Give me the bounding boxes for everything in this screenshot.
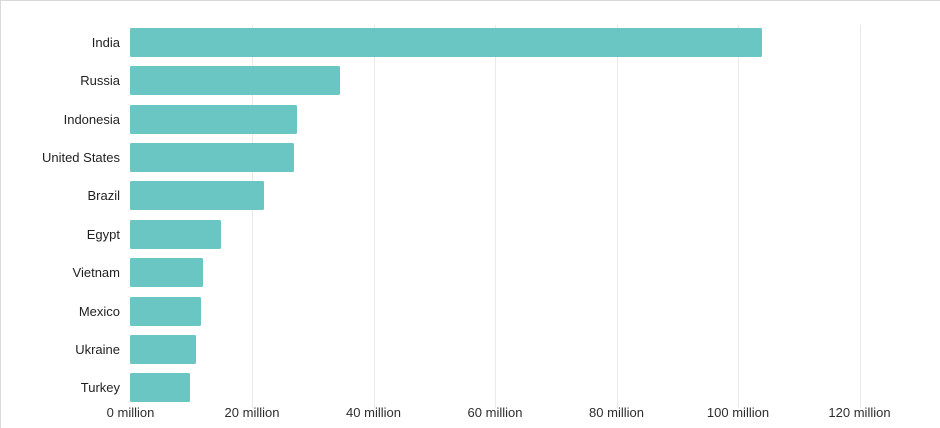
- table-row: Russia: [1, 61, 940, 99]
- x-tick-label: 80 million: [589, 405, 644, 420]
- category-label: Brazil: [87, 188, 120, 204]
- bar-track: [130, 23, 940, 61]
- bar-egypt[interactable]: [130, 219, 222, 249]
- x-tick-label: 100 million: [706, 405, 770, 420]
- x-tick-label: 120 million: [828, 405, 891, 420]
- gridline-100: [738, 25, 739, 408]
- bar-track: [130, 138, 940, 176]
- category-label: Ukraine: [75, 341, 120, 357]
- table-row: Vietnam: [1, 253, 940, 291]
- x-tick-label: 20 million: [224, 405, 280, 420]
- bar-mexico[interactable]: [130, 296, 202, 326]
- x-tick-label: 0 million: [106, 405, 155, 420]
- gridline-120: [859, 25, 861, 408]
- bar-track: [130, 292, 940, 330]
- table-row: United States: [1, 138, 940, 176]
- bar-turkey[interactable]: [130, 373, 191, 403]
- table-row: Egypt: [1, 215, 940, 253]
- bar-track: [130, 100, 940, 138]
- bar-india[interactable]: [130, 27, 762, 57]
- bar-track: [130, 369, 940, 407]
- x-tick-label: 40 million: [346, 405, 401, 420]
- bar-track: [130, 61, 940, 99]
- bar-track: [130, 177, 940, 215]
- gridline-60: [495, 25, 496, 408]
- bar-track: [130, 330, 940, 368]
- bar-ukraine[interactable]: [130, 334, 196, 364]
- category-label: Turkey: [80, 380, 120, 396]
- table-row: Ukraine: [1, 330, 940, 368]
- bar-vietnam[interactable]: [130, 258, 203, 288]
- bar-indonesia[interactable]: [130, 104, 298, 134]
- category-label: United States: [41, 149, 120, 165]
- bar-track: [130, 253, 940, 291]
- table-row: Turkey: [1, 369, 940, 407]
- table-row: Brazil: [1, 177, 940, 215]
- category-label: Russia: [80, 73, 120, 89]
- table-row: Mexico: [1, 292, 940, 330]
- category-label: India: [91, 34, 120, 50]
- gridline-80: [616, 25, 618, 408]
- gridline-40: [373, 25, 375, 408]
- x-tick-label: 60 million: [467, 405, 523, 420]
- bar-russia[interactable]: [130, 66, 340, 96]
- category-label: Vietnam: [72, 265, 120, 281]
- category-label: Indonesia: [63, 111, 120, 127]
- bar-brazil[interactable]: [130, 181, 264, 211]
- table-row: India: [1, 23, 940, 61]
- gridline-20: [252, 25, 253, 408]
- category-label: Mexico: [78, 303, 120, 319]
- bar-united-states[interactable]: [130, 142, 295, 172]
- category-label: Egypt: [86, 226, 120, 242]
- chart-rows: India Russia Indonesia United States Brazil E…: [1, 23, 940, 407]
- table-row: Indonesia: [1, 100, 940, 138]
- bar-track: [130, 215, 940, 253]
